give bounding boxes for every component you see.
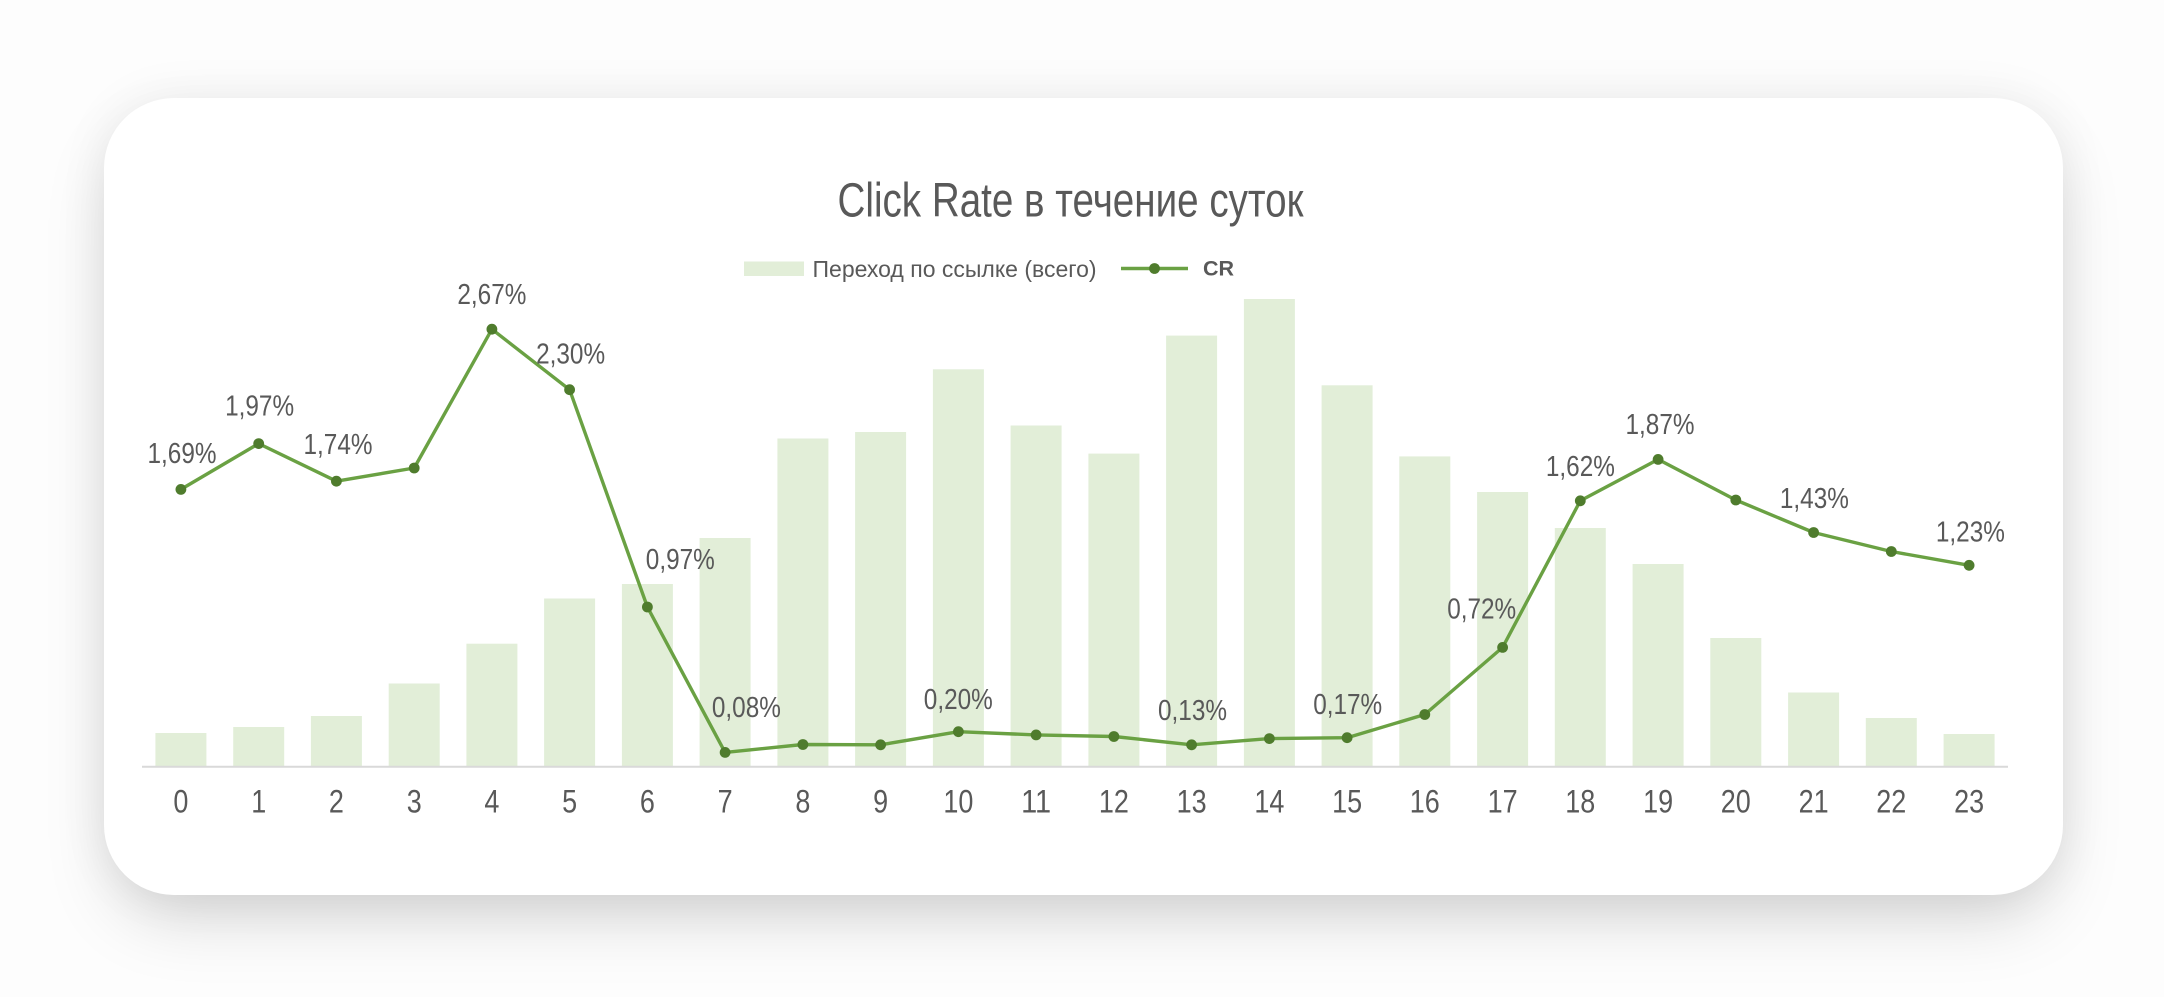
svg-text:14: 14 <box>1254 784 1284 820</box>
svg-text:0: 0 <box>173 784 188 820</box>
svg-text:4: 4 <box>484 784 499 820</box>
svg-text:2: 2 <box>329 784 344 820</box>
svg-text:23: 23 <box>1954 784 1984 820</box>
svg-text:9: 9 <box>873 784 888 820</box>
svg-text:CR: CR <box>1203 257 1235 281</box>
svg-text:17: 17 <box>1488 784 1518 820</box>
svg-text:0,13%: 0,13% <box>1158 695 1227 727</box>
svg-text:6: 6 <box>640 784 655 820</box>
svg-text:1,23%: 1,23% <box>1936 517 2005 549</box>
svg-text:Click Rate в течение суток: Click Rate в течение суток <box>838 175 1305 228</box>
svg-text:16: 16 <box>1410 784 1440 820</box>
svg-text:20: 20 <box>1721 784 1751 820</box>
svg-text:15: 15 <box>1332 784 1362 820</box>
svg-text:0,17%: 0,17% <box>1313 689 1382 721</box>
svg-text:2,67%: 2,67% <box>457 279 526 311</box>
svg-text:7: 7 <box>718 784 733 820</box>
svg-text:0,08%: 0,08% <box>712 692 781 724</box>
svg-text:0,97%: 0,97% <box>646 544 715 576</box>
svg-text:0,20%: 0,20% <box>924 684 993 716</box>
svg-text:2,30%: 2,30% <box>536 339 605 371</box>
svg-text:1,69%: 1,69% <box>148 438 217 470</box>
svg-text:18: 18 <box>1565 784 1595 820</box>
svg-text:8: 8 <box>795 784 810 820</box>
svg-text:Переход по ссылке (всего): Переход по ссылке (всего) <box>813 256 1097 282</box>
svg-text:0,72%: 0,72% <box>1447 593 1516 625</box>
svg-text:19: 19 <box>1643 784 1673 820</box>
svg-text:1,97%: 1,97% <box>225 391 294 423</box>
svg-text:1,87%: 1,87% <box>1626 409 1695 441</box>
svg-text:1,43%: 1,43% <box>1780 483 1849 515</box>
svg-text:5: 5 <box>562 784 577 820</box>
svg-text:1: 1 <box>251 784 266 820</box>
svg-text:13: 13 <box>1177 784 1207 820</box>
svg-text:10: 10 <box>943 784 973 820</box>
svg-text:22: 22 <box>1876 784 1906 820</box>
svg-text:21: 21 <box>1799 784 1829 820</box>
svg-text:1,62%: 1,62% <box>1546 451 1615 483</box>
svg-text:12: 12 <box>1099 784 1129 820</box>
svg-text:1,74%: 1,74% <box>304 429 373 461</box>
svg-text:3: 3 <box>407 784 422 820</box>
svg-text:11: 11 <box>1021 784 1051 820</box>
